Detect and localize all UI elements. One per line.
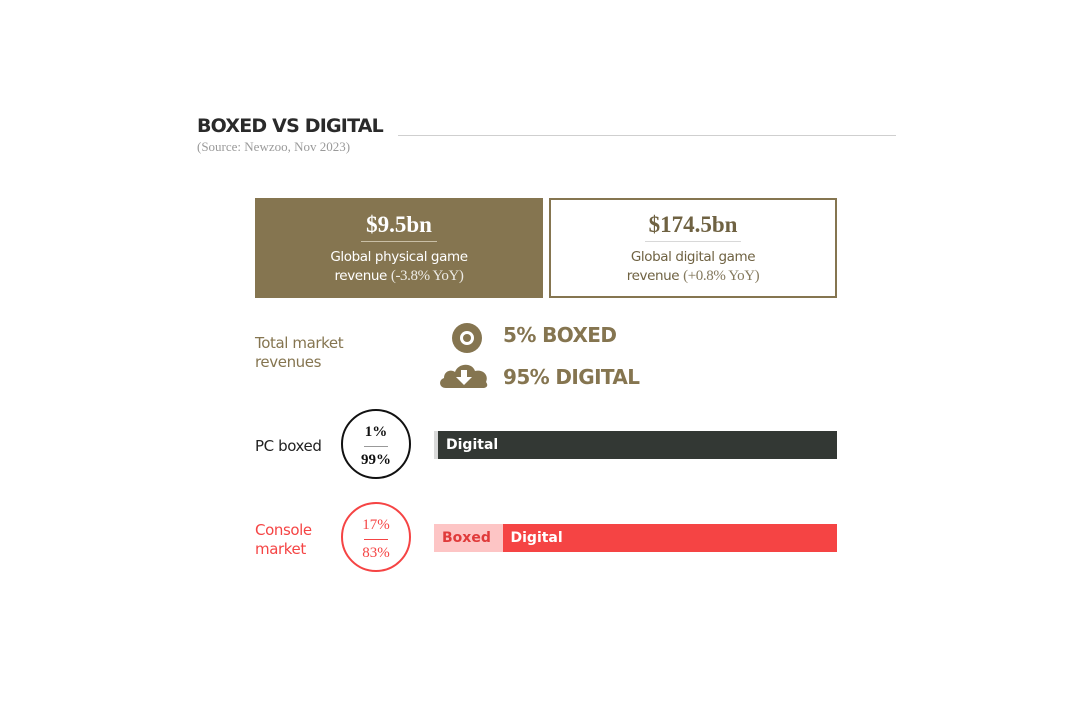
divider — [364, 446, 388, 447]
pc-digital-label: Digital — [446, 437, 499, 453]
digital-description: Global digital game revenue (+0.8% YoY) — [551, 248, 835, 286]
console-boxed-bar — [434, 524, 503, 552]
desc-line1: Global digital game — [630, 249, 756, 265]
physical-amount: $9.5bn — [366, 212, 432, 237]
yoy-change: (-3.8% YoY) — [390, 268, 464, 284]
title-divider — [398, 135, 896, 136]
pc-digital-bar — [438, 431, 837, 459]
console-digital-label: Digital — [510, 530, 563, 546]
pc-boxed-bar — [434, 431, 439, 459]
disc-icon — [452, 323, 482, 353]
console-digital-pct: 83% — [362, 545, 390, 561]
pc-boxed-pct: 1% — [364, 424, 388, 440]
pc-bar: Digital — [434, 431, 837, 459]
console-bar: Boxed Digital — [434, 524, 837, 552]
pc-digital-pct: 99% — [361, 452, 391, 468]
label-line1: Total market — [255, 334, 344, 352]
label-line2: market — [255, 540, 306, 558]
console-row-label: Console market — [255, 521, 312, 559]
cloud-download-icon — [438, 361, 490, 389]
page-title: BOXED VS DIGITAL — [197, 115, 384, 137]
divider — [364, 539, 388, 540]
digital-share: 95% DIGITAL — [503, 365, 640, 389]
digital-revenue-card: $174.5bn Global digital game revenue (+0… — [549, 198, 837, 298]
console-boxed-pct: 17% — [362, 517, 390, 533]
pc-share-circle: 1% 99% — [341, 409, 411, 479]
desc-line1: Global physical game — [330, 249, 468, 265]
physical-revenue-card: $9.5bn Global physical game revenue (-3.… — [255, 198, 543, 298]
source-note: (Source: Newzoo, Nov 2023) — [197, 139, 351, 154]
desc-line2: revenue — [626, 268, 680, 284]
console-boxed-label: Boxed — [442, 530, 491, 546]
digital-amount: $174.5bn — [648, 212, 738, 237]
pc-row-label: PC boxed — [255, 437, 322, 455]
console-digital-bar — [502, 524, 837, 552]
total-market-label: Total market revenues — [255, 334, 344, 372]
divider — [361, 241, 437, 242]
label-line1: Console — [255, 521, 312, 539]
boxed-share: 5% BOXED — [503, 323, 617, 347]
yoy-change: (+0.8% YoY) — [683, 268, 760, 284]
desc-line2: revenue — [334, 268, 387, 284]
console-share-circle: 17% 83% — [341, 502, 411, 572]
divider — [645, 241, 741, 242]
physical-description: Global physical game revenue (-3.8% YoY) — [255, 248, 543, 286]
label-line2: revenues — [255, 353, 322, 371]
